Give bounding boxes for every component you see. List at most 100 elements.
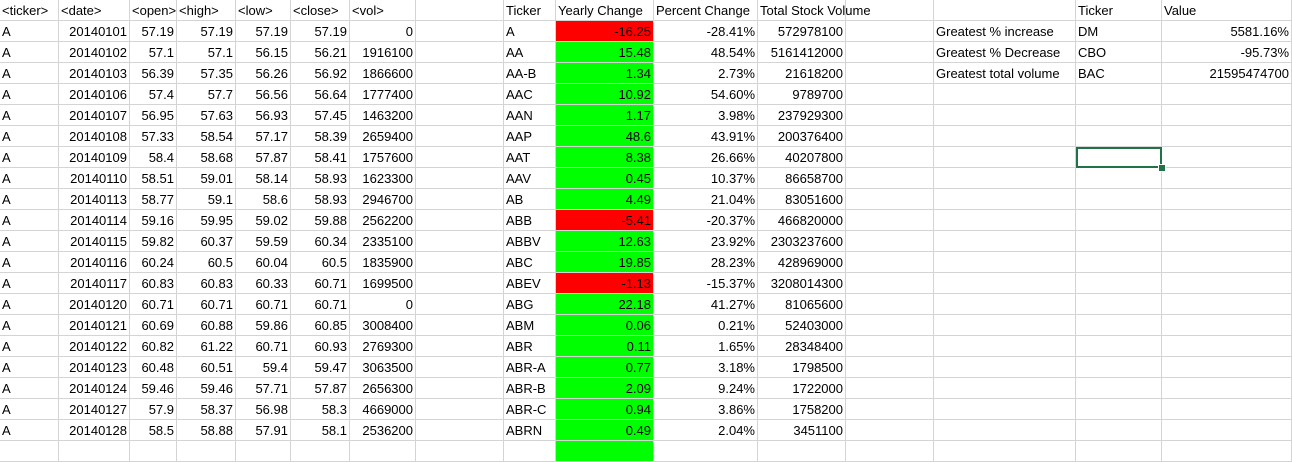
raw-cell-ticker[interactable]: A xyxy=(0,210,59,231)
empty-cell[interactable] xyxy=(934,147,1076,168)
yearly-change-cell[interactable]: 0.77 xyxy=(556,357,654,378)
raw-cell-vol[interactable]: 1623300 xyxy=(350,168,416,189)
raw-cell-date[interactable]: 20140124 xyxy=(59,378,130,399)
empty-cell[interactable] xyxy=(1162,210,1292,231)
empty-cell[interactable] xyxy=(1076,336,1162,357)
summary-ticker-cell[interactable]: ABR xyxy=(504,336,556,357)
raw-cell-low[interactable]: 58.14 xyxy=(236,168,291,189)
raw-header-close[interactable]: <close> xyxy=(291,0,350,21)
empty-cell[interactable] xyxy=(504,441,556,462)
empty-cell[interactable] xyxy=(1162,315,1292,336)
raw-cell-close[interactable]: 60.85 xyxy=(291,315,350,336)
empty-cell[interactable] xyxy=(934,231,1076,252)
empty-cell[interactable] xyxy=(846,147,934,168)
raw-cell-low[interactable]: 56.93 xyxy=(236,105,291,126)
greatest-ticker-cell[interactable]: BAC xyxy=(1076,63,1162,84)
empty-cell[interactable] xyxy=(1162,105,1292,126)
empty-cell[interactable] xyxy=(846,63,934,84)
raw-cell-close[interactable]: 58.41 xyxy=(291,147,350,168)
percent-change-cell[interactable]: 3.98% xyxy=(654,105,758,126)
total-stock-volume-cell[interactable]: 9789700 xyxy=(758,84,846,105)
raw-cell-high[interactable]: 57.35 xyxy=(177,63,236,84)
empty-cell[interactable] xyxy=(416,441,504,462)
raw-cell-vol[interactable]: 2536200 xyxy=(350,420,416,441)
empty-cell[interactable] xyxy=(846,0,934,21)
yearly-change-cell[interactable]: 19.85 xyxy=(556,252,654,273)
raw-cell-vol[interactable]: 2562200 xyxy=(350,210,416,231)
raw-cell-close[interactable]: 60.5 xyxy=(291,252,350,273)
greatest-value-cell[interactable]: 21595474700 xyxy=(1162,63,1292,84)
raw-cell-date[interactable]: 20140110 xyxy=(59,168,130,189)
percent-change-cell[interactable]: 28.23% xyxy=(654,252,758,273)
raw-cell-open[interactable]: 57.1 xyxy=(130,42,177,63)
raw-cell-ticker[interactable]: A xyxy=(0,336,59,357)
empty-cell[interactable] xyxy=(1162,147,1292,168)
empty-cell[interactable] xyxy=(934,357,1076,378)
empty-cell[interactable] xyxy=(416,399,504,420)
summary-ticker-cell[interactable]: ABM xyxy=(504,315,556,336)
empty-cell[interactable] xyxy=(416,0,504,21)
raw-cell-date[interactable]: 20140116 xyxy=(59,252,130,273)
empty-cell[interactable] xyxy=(654,441,758,462)
raw-cell-low[interactable]: 57.87 xyxy=(236,147,291,168)
total-stock-volume-cell[interactable]: 200376400 xyxy=(758,126,846,147)
empty-cell[interactable] xyxy=(934,252,1076,273)
yearly-change-cell[interactable]: 8.38 xyxy=(556,147,654,168)
empty-cell[interactable] xyxy=(416,21,504,42)
empty-cell[interactable] xyxy=(1162,357,1292,378)
summary-ticker-cell[interactable]: AAT xyxy=(504,147,556,168)
empty-cell[interactable] xyxy=(416,336,504,357)
raw-cell-ticker[interactable]: A xyxy=(0,105,59,126)
raw-cell-low[interactable]: 59.86 xyxy=(236,315,291,336)
percent-change-cell[interactable]: 21.04% xyxy=(654,189,758,210)
percent-change-cell[interactable]: 23.92% xyxy=(654,231,758,252)
raw-cell-date[interactable]: 20140109 xyxy=(59,147,130,168)
raw-header-date[interactable]: <date> xyxy=(59,0,130,21)
empty-cell[interactable] xyxy=(416,357,504,378)
empty-cell[interactable] xyxy=(1162,378,1292,399)
raw-cell-high[interactable]: 58.37 xyxy=(177,399,236,420)
empty-cell[interactable] xyxy=(1076,210,1162,231)
raw-cell-vol[interactable]: 1777400 xyxy=(350,84,416,105)
raw-cell-close[interactable]: 58.93 xyxy=(291,189,350,210)
raw-cell-vol[interactable]: 1835900 xyxy=(350,252,416,273)
empty-cell[interactable] xyxy=(1162,252,1292,273)
raw-cell-ticker[interactable]: A xyxy=(0,231,59,252)
greatest-header-ticker[interactable]: Ticker xyxy=(1076,0,1162,21)
raw-cell-close[interactable]: 58.3 xyxy=(291,399,350,420)
raw-cell-date[interactable]: 20140122 xyxy=(59,336,130,357)
empty-cell[interactable] xyxy=(934,210,1076,231)
percent-change-cell[interactable]: 26.66% xyxy=(654,147,758,168)
empty-cell[interactable] xyxy=(934,420,1076,441)
raw-cell-vol[interactable]: 2659400 xyxy=(350,126,416,147)
raw-cell-date[interactable]: 20140102 xyxy=(59,42,130,63)
empty-cell[interactable] xyxy=(846,105,934,126)
raw-cell-close[interactable]: 56.92 xyxy=(291,63,350,84)
raw-cell-close[interactable]: 60.34 xyxy=(291,231,350,252)
summary-ticker-cell[interactable]: ABC xyxy=(504,252,556,273)
empty-cell[interactable] xyxy=(846,378,934,399)
empty-cell[interactable] xyxy=(1076,252,1162,273)
empty-cell[interactable] xyxy=(1076,315,1162,336)
yearly-change-cell[interactable]: -16.25 xyxy=(556,21,654,42)
raw-cell-low[interactable]: 56.98 xyxy=(236,399,291,420)
total-stock-volume-cell[interactable]: 466820000 xyxy=(758,210,846,231)
empty-cell[interactable] xyxy=(1076,420,1162,441)
empty-cell[interactable] xyxy=(934,336,1076,357)
total-stock-volume-cell[interactable]: 21618200 xyxy=(758,63,846,84)
raw-cell-ticker[interactable]: A xyxy=(0,420,59,441)
yearly-change-cell[interactable]: 15.48 xyxy=(556,42,654,63)
greatest-value-cell[interactable]: 5581.16% xyxy=(1162,21,1292,42)
raw-cell-close[interactable]: 57.87 xyxy=(291,378,350,399)
raw-cell-low[interactable]: 58.6 xyxy=(236,189,291,210)
empty-cell[interactable] xyxy=(846,231,934,252)
total-stock-volume-cell[interactable]: 86658700 xyxy=(758,168,846,189)
empty-cell[interactable] xyxy=(846,420,934,441)
percent-change-cell[interactable]: 3.86% xyxy=(654,399,758,420)
empty-cell[interactable] xyxy=(1076,273,1162,294)
raw-cell-high[interactable]: 60.71 xyxy=(177,294,236,315)
yearly-change-cell[interactable]: 0.11 xyxy=(556,336,654,357)
summary-header-summary-ticker[interactable]: Ticker xyxy=(504,0,556,21)
raw-cell-ticker[interactable]: A xyxy=(0,63,59,84)
raw-cell-open[interactable]: 57.4 xyxy=(130,84,177,105)
